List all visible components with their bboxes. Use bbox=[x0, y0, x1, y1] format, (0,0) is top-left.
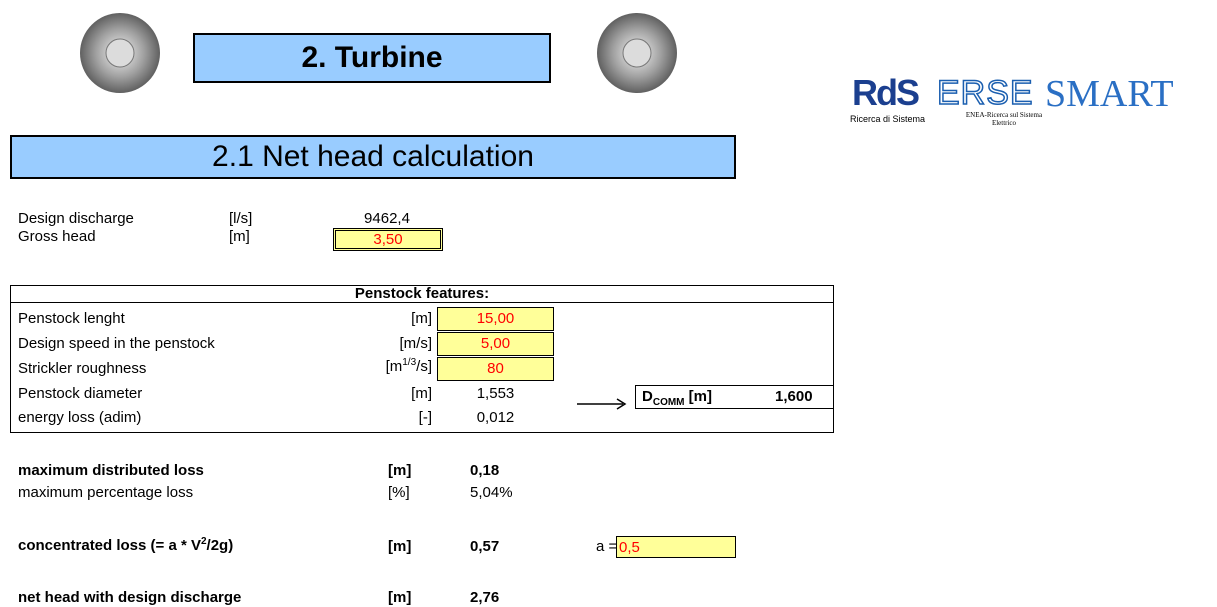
row-unit-group: [m1/3/s] bbox=[340, 357, 432, 375]
row-unit-end: /s] bbox=[416, 358, 432, 375]
row-unit: [m/s] bbox=[399, 335, 433, 352]
coef-label: a = bbox=[596, 538, 618, 555]
turbine-image bbox=[597, 13, 677, 93]
row-label: Gross head bbox=[18, 228, 96, 245]
table-rule bbox=[10, 302, 834, 303]
penstock-table bbox=[10, 285, 834, 433]
dcomm-symbol: D bbox=[642, 388, 653, 405]
row-label: maximum distributed loss bbox=[18, 462, 204, 479]
dcomm-box bbox=[635, 385, 834, 409]
row-label: net head with design discharge bbox=[18, 589, 242, 606]
arrow bbox=[577, 398, 627, 410]
row-unit: [%] bbox=[388, 484, 410, 501]
input-cell[interactable]: 5,00 bbox=[437, 332, 554, 356]
input-cell[interactable]: 80 bbox=[437, 357, 554, 381]
row-label: concentrated loss (= a * V bbox=[18, 537, 201, 554]
row-value: 1,553 bbox=[476, 385, 515, 402]
row-value: 0,57 bbox=[470, 538, 500, 555]
row-unit: [m] bbox=[388, 589, 412, 606]
row-label: Strickler roughness bbox=[18, 360, 147, 377]
rds-caption: Ricerca di Sistema bbox=[850, 114, 926, 124]
row-unit: [-] bbox=[418, 409, 432, 426]
row-unit: [m] bbox=[388, 538, 412, 555]
row-unit: [m] bbox=[411, 385, 432, 402]
erse-caption: ENEA-Ricerca sul Sistema Elettrico bbox=[965, 111, 1043, 127]
row-unit: [l/s] bbox=[229, 210, 253, 227]
section-title: 2.1 Net head calculation bbox=[10, 135, 736, 179]
erse-logo: ERSE bbox=[936, 73, 1034, 113]
row-label: Design discharge bbox=[18, 210, 134, 227]
row-label: maximum percentage loss bbox=[18, 484, 194, 501]
table-title: Penstock features: bbox=[354, 285, 490, 302]
row-unit: [m] bbox=[229, 228, 250, 245]
input-cell[interactable]: 3,50 bbox=[333, 228, 443, 251]
smart-logo: SMART bbox=[1045, 73, 1174, 115]
row-value: 0,012 bbox=[476, 409, 515, 426]
unit-superscript: 1/3 bbox=[402, 357, 417, 368]
row-value: 5,04% bbox=[470, 484, 513, 501]
dcomm-subscript: COMM bbox=[652, 397, 685, 408]
row-label: energy loss (adim) bbox=[18, 409, 142, 426]
row-value: 2,76 bbox=[470, 589, 500, 606]
row-label: Penstock diameter bbox=[18, 385, 143, 402]
row-unit: [m] bbox=[411, 310, 432, 327]
dcomm-value: 1,600 bbox=[775, 388, 813, 405]
row-label-end: /2g) bbox=[206, 537, 234, 554]
label-superscript: 2 bbox=[200, 536, 207, 547]
row-value: 0,18 bbox=[470, 462, 500, 479]
rds-logo: RdS bbox=[852, 72, 920, 113]
row-value: 9462,4 bbox=[364, 210, 410, 227]
input-cell[interactable]: 0,5 bbox=[616, 536, 736, 558]
turbine-image bbox=[80, 13, 160, 93]
row-unit: [m bbox=[385, 358, 403, 375]
page-title: 2. Turbine bbox=[193, 33, 551, 83]
row-unit: [m] bbox=[388, 462, 412, 479]
input-cell[interactable]: 15,00 bbox=[437, 307, 554, 331]
row-label: Design speed in the penstock bbox=[18, 335, 215, 352]
dcomm-unit: [m] bbox=[684, 388, 713, 405]
row-label: Penstock lenght bbox=[18, 310, 125, 327]
